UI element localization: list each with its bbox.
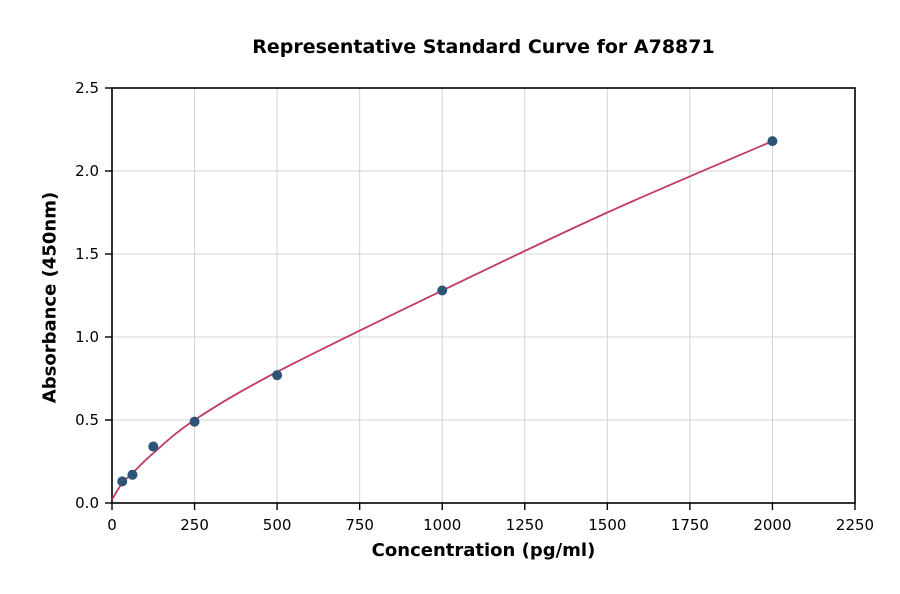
- chart-title: Representative Standard Curve for A78871: [252, 36, 715, 58]
- y-axis-label: Absorbance (450nm): [39, 191, 61, 404]
- data-point: [148, 441, 159, 452]
- y-tick-label: 1.0: [75, 328, 99, 346]
- y-tick-label: 2.5: [75, 79, 99, 97]
- x-axis-label: Concentration (pg/ml): [371, 540, 596, 561]
- data-point: [272, 370, 283, 381]
- data-point: [189, 416, 200, 427]
- x-tick-label: 0: [107, 516, 117, 534]
- y-tick-label: 2.0: [75, 162, 99, 180]
- data-point: [437, 285, 448, 296]
- x-tick-label: 2000: [753, 516, 791, 534]
- y-tick-label: 0.0: [75, 494, 99, 512]
- y-tick-label: 1.5: [75, 245, 99, 263]
- x-tick-label: 1500: [588, 516, 626, 534]
- y-tick-label: 0.5: [75, 411, 99, 429]
- x-tick-label: 1250: [506, 516, 544, 534]
- data-point: [117, 476, 128, 487]
- data-point: [127, 469, 138, 480]
- x-tick-label: 1000: [423, 516, 461, 534]
- x-tick-label: 250: [180, 516, 209, 534]
- x-tick-label: 2250: [836, 516, 874, 534]
- x-tick-label: 500: [263, 516, 292, 534]
- x-tick-label: 1750: [671, 516, 709, 534]
- plot-border: [111, 87, 856, 504]
- data-point: [767, 136, 778, 147]
- x-tick-label: 750: [345, 516, 374, 534]
